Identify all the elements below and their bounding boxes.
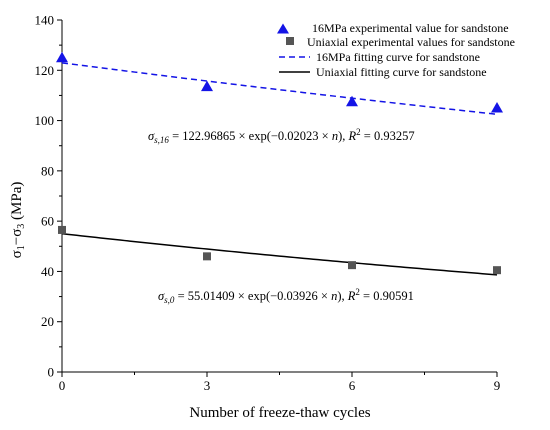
legend: 16MPa experimental value for sandstone U… xyxy=(277,21,515,79)
data-point-triangle xyxy=(346,95,358,107)
data-point-square xyxy=(58,225,66,234)
legend-marker-square xyxy=(286,37,294,45)
legend-label-uniaxial-fit: Uniaxial fitting curve for sandstone xyxy=(316,65,487,79)
x-tick-label: 0 xyxy=(59,378,66,393)
y-tick-label: 140 xyxy=(35,13,55,28)
data-point-triangle xyxy=(491,102,503,113)
y-tick-label: 20 xyxy=(41,314,54,329)
fit-curve-3 xyxy=(61,232,498,276)
legend-label-16mpa-experimental: 16MPa experimental value for sandstone xyxy=(312,21,509,35)
y-tick-label: 100 xyxy=(35,113,55,128)
data-point-triangle xyxy=(56,51,68,63)
y-tick-label: 120 xyxy=(35,63,55,78)
x-tick-label: 3 xyxy=(204,378,211,393)
legend-label-16mpa-fit: 16MPa fitting curve for sandstone xyxy=(316,50,480,64)
equation-16mpa: σs,16 = 122.96865 × exp(−0.02023 × n), R… xyxy=(148,127,415,145)
y-tick-label: 40 xyxy=(41,264,54,279)
data-point-square xyxy=(493,266,501,275)
legend-label-uniaxial-experimental: Uniaxial experimental values for sandsto… xyxy=(307,35,515,49)
y-tick-label: 0 xyxy=(48,365,55,380)
axes: 0 20 40 60 80 100 120 140 0 3 6 9 xyxy=(35,13,501,394)
x-axis-title: Number of freeze-thaw cycles xyxy=(189,405,370,421)
y-tick-label: 60 xyxy=(41,214,54,229)
data-point-triangle xyxy=(201,80,213,92)
legend-marker-triangle xyxy=(277,23,289,34)
x-tick-label: 9 xyxy=(494,378,501,393)
fit-curve-2 xyxy=(61,62,498,116)
data-point-square xyxy=(348,261,356,270)
equation-uniaxial: σs,0 = 55.01409 × exp(−0.03926 × n), R2 … xyxy=(158,287,414,305)
y-tick-label: 80 xyxy=(41,163,54,178)
plot-area xyxy=(56,51,503,276)
y-axis-title: σ1−σ3 (MPa) xyxy=(9,182,27,259)
x-tick-label: 6 xyxy=(349,378,356,393)
data-point-square xyxy=(203,252,211,261)
